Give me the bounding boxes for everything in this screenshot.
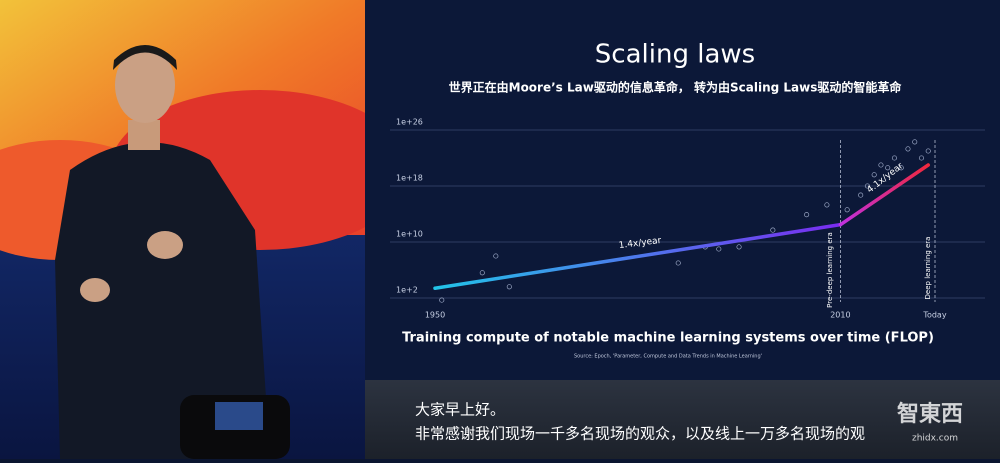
subtitle-line: 非常感谢我们现场一千多名现场的观众，以及线上一万多名现场的观	[415, 425, 865, 443]
data-point	[878, 162, 884, 168]
presenter-neck	[128, 120, 160, 150]
data-point	[479, 270, 485, 276]
slide-title: Scaling laws	[595, 40, 755, 70]
camera-screen	[215, 402, 263, 430]
trend-line	[433, 222, 843, 290]
trend-line	[838, 163, 930, 227]
presenter-hand	[147, 231, 183, 259]
data-point	[493, 253, 499, 259]
y-tick-label: 1e+26	[396, 118, 423, 127]
chart-caption: Training compute of notable machine lear…	[402, 331, 934, 346]
data-point	[891, 155, 898, 161]
annotation: Deep learning era	[924, 237, 932, 300]
data-point	[736, 244, 742, 250]
data-point	[912, 139, 918, 145]
x-tick-label: 2010	[830, 311, 850, 320]
data-point	[770, 227, 776, 233]
x-tick-label: 1950	[425, 311, 445, 320]
watermark-logo: 智東西	[897, 401, 963, 427]
data-point	[844, 207, 850, 213]
subtitle-band	[365, 380, 1000, 459]
data-point	[824, 202, 830, 208]
data-point	[918, 155, 925, 161]
data-point	[885, 165, 891, 171]
data-point	[506, 284, 512, 290]
data-point	[864, 183, 870, 189]
presenter-hair	[113, 45, 177, 70]
watermark-url: zhidx.com	[912, 434, 958, 444]
subtitle-line: 大家早上好。	[415, 401, 505, 419]
presenter-head	[115, 47, 175, 123]
y-tick-label: 1e+18	[396, 174, 423, 183]
data-point	[675, 260, 681, 266]
data-point	[925, 148, 931, 154]
data-point	[858, 192, 864, 198]
y-tick-label: 1e+10	[396, 230, 423, 239]
data-point	[905, 146, 911, 152]
data-point	[898, 165, 904, 171]
data-point	[716, 246, 722, 252]
presenter-hand	[80, 278, 110, 302]
x-tick-label: Today	[922, 311, 946, 320]
data-point	[871, 172, 877, 178]
data-point	[439, 297, 445, 303]
slide-subtitle: 世界正在由Moore’s Law驱动的信息革命， 转为由Scaling Laws…	[449, 80, 903, 95]
annotation: Pre-deep learning era	[826, 232, 834, 308]
data-point	[804, 212, 810, 218]
presenter-body	[55, 142, 270, 459]
y-tick-label: 1e+2	[396, 286, 418, 295]
chart-source: Source: Epoch, 'Parameter, Compute and D…	[574, 354, 762, 360]
